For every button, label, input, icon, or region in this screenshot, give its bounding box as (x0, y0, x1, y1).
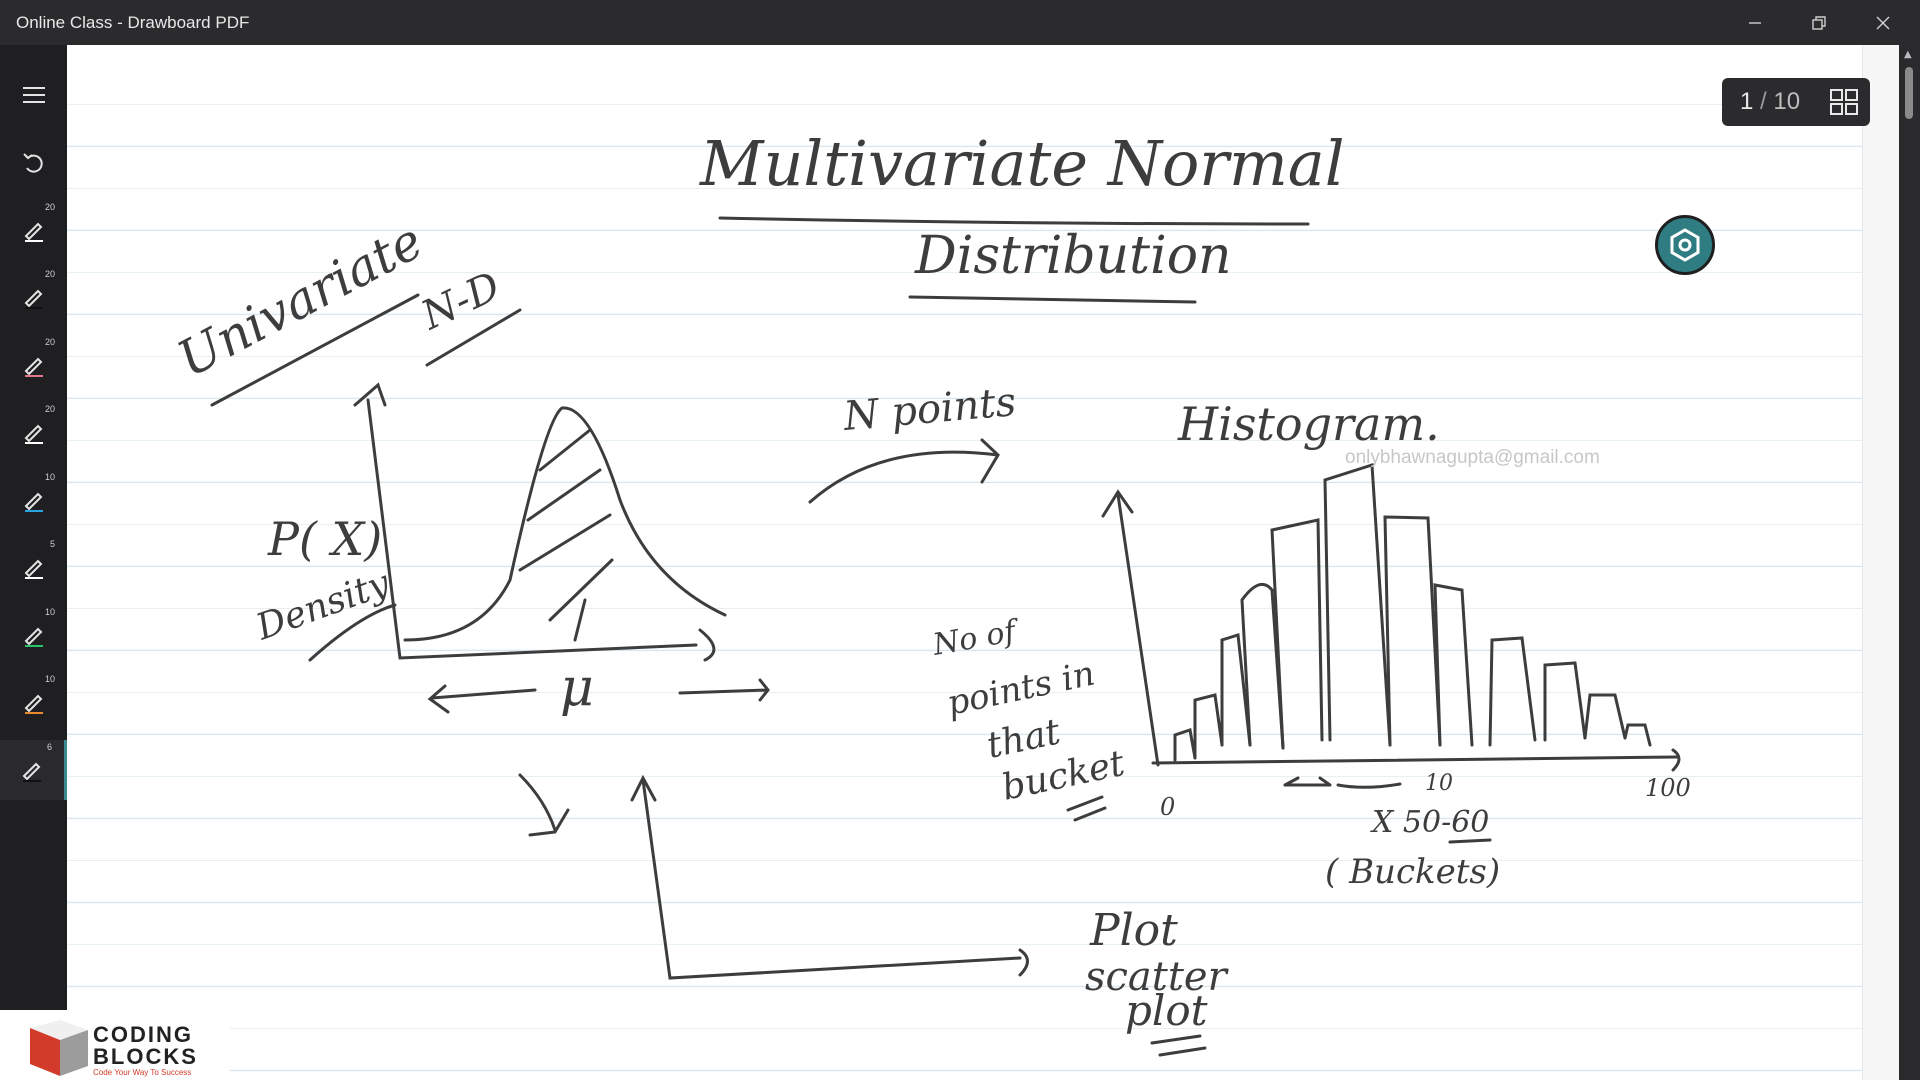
n-points-label: N points (841, 379, 1018, 440)
axis-ten-label: 10 (1425, 771, 1453, 796)
undo-button[interactable] (0, 133, 67, 193)
pen-icon (24, 289, 43, 309)
minimize-icon (1749, 21, 1761, 24)
pen-icon (24, 627, 43, 647)
restore-icon (1812, 15, 1826, 30)
pen-tool-9[interactable]: 6 (0, 740, 67, 800)
univariate-label: Univariate (168, 212, 432, 389)
pen-icon (24, 694, 43, 714)
pen-size-label: 20 (44, 202, 55, 212)
logo-tagline: Code Your Way To Success (93, 1068, 192, 1077)
minimize-button[interactable] (1723, 0, 1787, 45)
pdf-page[interactable] (67, 45, 1899, 1080)
vertical-scrollbar[interactable]: ▲ (1899, 45, 1920, 1080)
axis-hundred-label: 100 (1645, 774, 1691, 802)
restore-button[interactable] (1787, 0, 1851, 45)
pen-tool-5[interactable]: 10 (0, 470, 67, 530)
scroll-up-icon[interactable]: ▲ (1904, 49, 1912, 60)
pen-icon (24, 424, 43, 444)
scatter-label: scatter (1085, 954, 1230, 1000)
pen-size-label: 10 (44, 607, 55, 617)
title-line-2: Distribution (914, 226, 1232, 286)
px-label: P( X) (267, 512, 382, 566)
points-in-label: points in (944, 654, 1099, 724)
title-line-1: Multivariate Normal (699, 127, 1345, 200)
pen-size-label: 6 (46, 742, 52, 752)
handwritten-text: Multivariate Normal Distribution Univari… (168, 127, 1690, 1035)
nd-label: N-D (414, 263, 507, 339)
buckets-label: ( Buckets) (1325, 852, 1500, 892)
pen-tool-4[interactable]: 20 (0, 402, 67, 462)
pen-tool-2[interactable]: 20 (0, 267, 67, 327)
pen-size-label: 10 (44, 472, 55, 482)
logo-text-line-2: BLOCKS (93, 1044, 198, 1069)
pen-size-label: 20 (44, 269, 55, 279)
pen-icon (24, 357, 43, 377)
density-label: Density (250, 562, 395, 648)
scrollbar-thumb[interactable] (1905, 67, 1913, 119)
hamburger-icon (22, 87, 45, 103)
radial-menu-button[interactable] (1655, 215, 1715, 275)
pen-icon (24, 559, 43, 579)
pen-tool-7[interactable]: 10 (0, 605, 67, 665)
pen-size-label: 20 (44, 337, 55, 347)
title-bar: Online Class - Drawboard PDF (0, 0, 1920, 45)
pen-tool-3[interactable]: 20 (0, 335, 67, 395)
pen-size-label: 5 (49, 539, 55, 549)
hexagon-icon (1670, 228, 1700, 262)
bucket-range-label: X 50-60 (1370, 805, 1489, 840)
watermark: onlybhawnagupta@gmail.com (1345, 447, 1600, 468)
no-of-label: No of (929, 613, 1023, 663)
pen-size-label: 20 (44, 404, 55, 414)
close-icon (1876, 16, 1890, 29)
histogram-label: Histogram. (1177, 397, 1440, 451)
page-indicator[interactable]: 1 / 10 (1722, 78, 1870, 126)
pen-tool-8[interactable]: 10 (0, 672, 67, 732)
cube-logo-icon (30, 1020, 88, 1076)
window-title: Online Class - Drawboard PDF (16, 13, 250, 32)
axis-zero-label: 0 (1160, 793, 1175, 821)
plot-label-2: plot (1125, 986, 1208, 1035)
pen-icon (24, 492, 43, 512)
left-toolbar: 20 20 20 20 10 5 10 10 6 (0, 45, 67, 1010)
close-button[interactable] (1851, 0, 1915, 45)
coding-blocks-logo: CODING BLOCKS Code Your Way To Success (0, 1010, 230, 1080)
undo-icon (22, 153, 43, 173)
pen-size-label: 10 (44, 674, 55, 684)
pen-icon (22, 762, 41, 782)
pen-tool-6[interactable]: 5 (0, 537, 67, 597)
page-margin (1862, 45, 1900, 1080)
logo-text-line-1: CODING (93, 1022, 193, 1047)
plot-label: Plot (1089, 905, 1178, 956)
pen-tool-1[interactable]: 20 (0, 200, 67, 260)
pen-icon (24, 222, 43, 242)
grid-view-icon[interactable] (1830, 89, 1858, 115)
mu-label: μ (560, 658, 594, 718)
page-number: 1 / 10 (1740, 88, 1801, 115)
menu-button[interactable] (0, 65, 67, 125)
